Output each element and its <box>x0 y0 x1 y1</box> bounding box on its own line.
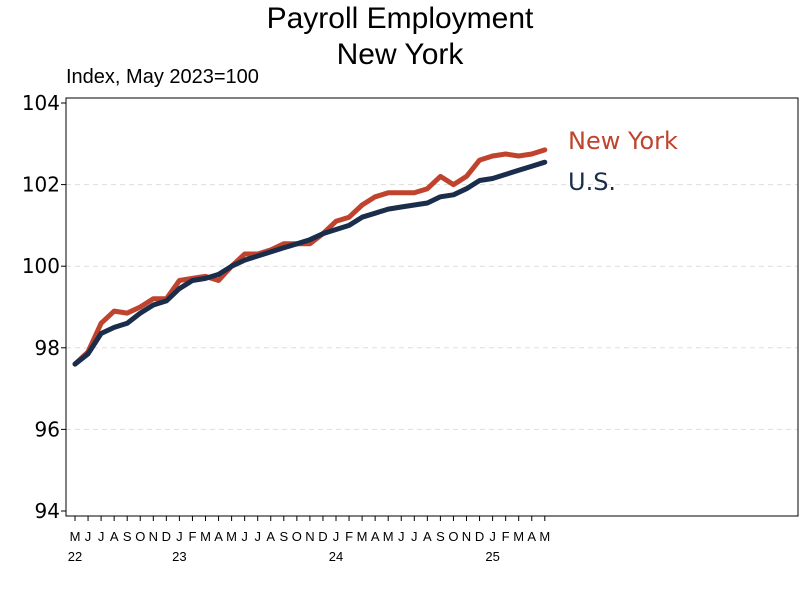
series-labels: New York U.S. <box>568 127 678 196</box>
x-tick-label: O <box>448 529 458 544</box>
x-tick-label: N <box>462 529 471 544</box>
x-tick-label: D <box>475 529 484 544</box>
y-axis: 94 96 98 100 102 104 <box>22 91 66 523</box>
x-tick-label: A <box>371 529 380 544</box>
x-tick-label: N <box>305 529 314 544</box>
x-tick-label: M <box>200 529 211 544</box>
y-tick-label: 98 <box>35 336 60 360</box>
x-tick-label: M <box>383 529 394 544</box>
x-tick-label: F <box>345 529 353 544</box>
y-tick-label: 104 <box>22 91 60 115</box>
x-tick-label: J <box>241 529 248 544</box>
x-tick-label: S <box>436 529 445 544</box>
x-tick-label: J <box>333 529 340 544</box>
x-tick-label: S <box>123 529 132 544</box>
x-tick-label: J <box>254 529 261 544</box>
x-tick-label: J <box>98 529 105 544</box>
series-line-u-s <box>72 159 548 367</box>
y-tick-label: 100 <box>22 254 60 278</box>
x-tick-label: A <box>423 529 432 544</box>
x-tick-label: D <box>318 529 327 544</box>
x-tick-label: A <box>266 529 275 544</box>
y-tick-label: 102 <box>22 173 60 197</box>
x-tick-label: M <box>226 529 237 544</box>
x-tick-label: N <box>149 529 158 544</box>
y-tick-label: 94 <box>35 499 60 523</box>
series-label: New York <box>568 127 678 155</box>
x-tick-label: M <box>539 529 550 544</box>
x-tick-label: M <box>70 529 81 544</box>
series-lines <box>72 147 548 367</box>
x-tick-label: A <box>110 529 119 544</box>
x-tick-label: J <box>411 529 418 544</box>
x-tick-label: J <box>176 529 183 544</box>
x-tick-label: J <box>489 529 496 544</box>
y-tick-label: 96 <box>35 417 60 441</box>
x-tick-label: M <box>357 529 368 544</box>
gridlines <box>66 184 798 430</box>
x-tick-label: J <box>398 529 405 544</box>
chart-title-region: New York <box>336 38 464 71</box>
y-axis-unit-label: Index, May 2023=100 <box>66 66 259 88</box>
x-tick-label: A <box>527 529 536 544</box>
x-tick-label: J <box>85 529 92 544</box>
x-axis: M J J A S O N D J F M A M J J A S O N D J F M A M J J A S O N D J F M A M22 2… <box>68 516 550 564</box>
plot-frame <box>65 97 799 517</box>
x-year-label: 24 <box>329 549 343 564</box>
series-label: U.S. <box>568 168 616 196</box>
chart-title: Payroll Employment <box>266 2 534 35</box>
series-line-new-york <box>72 147 548 367</box>
x-year-label: 25 <box>485 549 499 564</box>
x-year-label: 22 <box>68 549 82 564</box>
x-year-label: 23 <box>172 549 186 564</box>
x-tick-label: O <box>135 529 145 544</box>
x-tick-label: M <box>513 529 524 544</box>
x-tick-label: F <box>502 529 510 544</box>
x-tick-label: O <box>292 529 302 544</box>
x-tick-label: D <box>162 529 171 544</box>
x-tick-label: F <box>188 529 196 544</box>
x-tick-label: A <box>214 529 223 544</box>
x-tick-label: S <box>279 529 288 544</box>
